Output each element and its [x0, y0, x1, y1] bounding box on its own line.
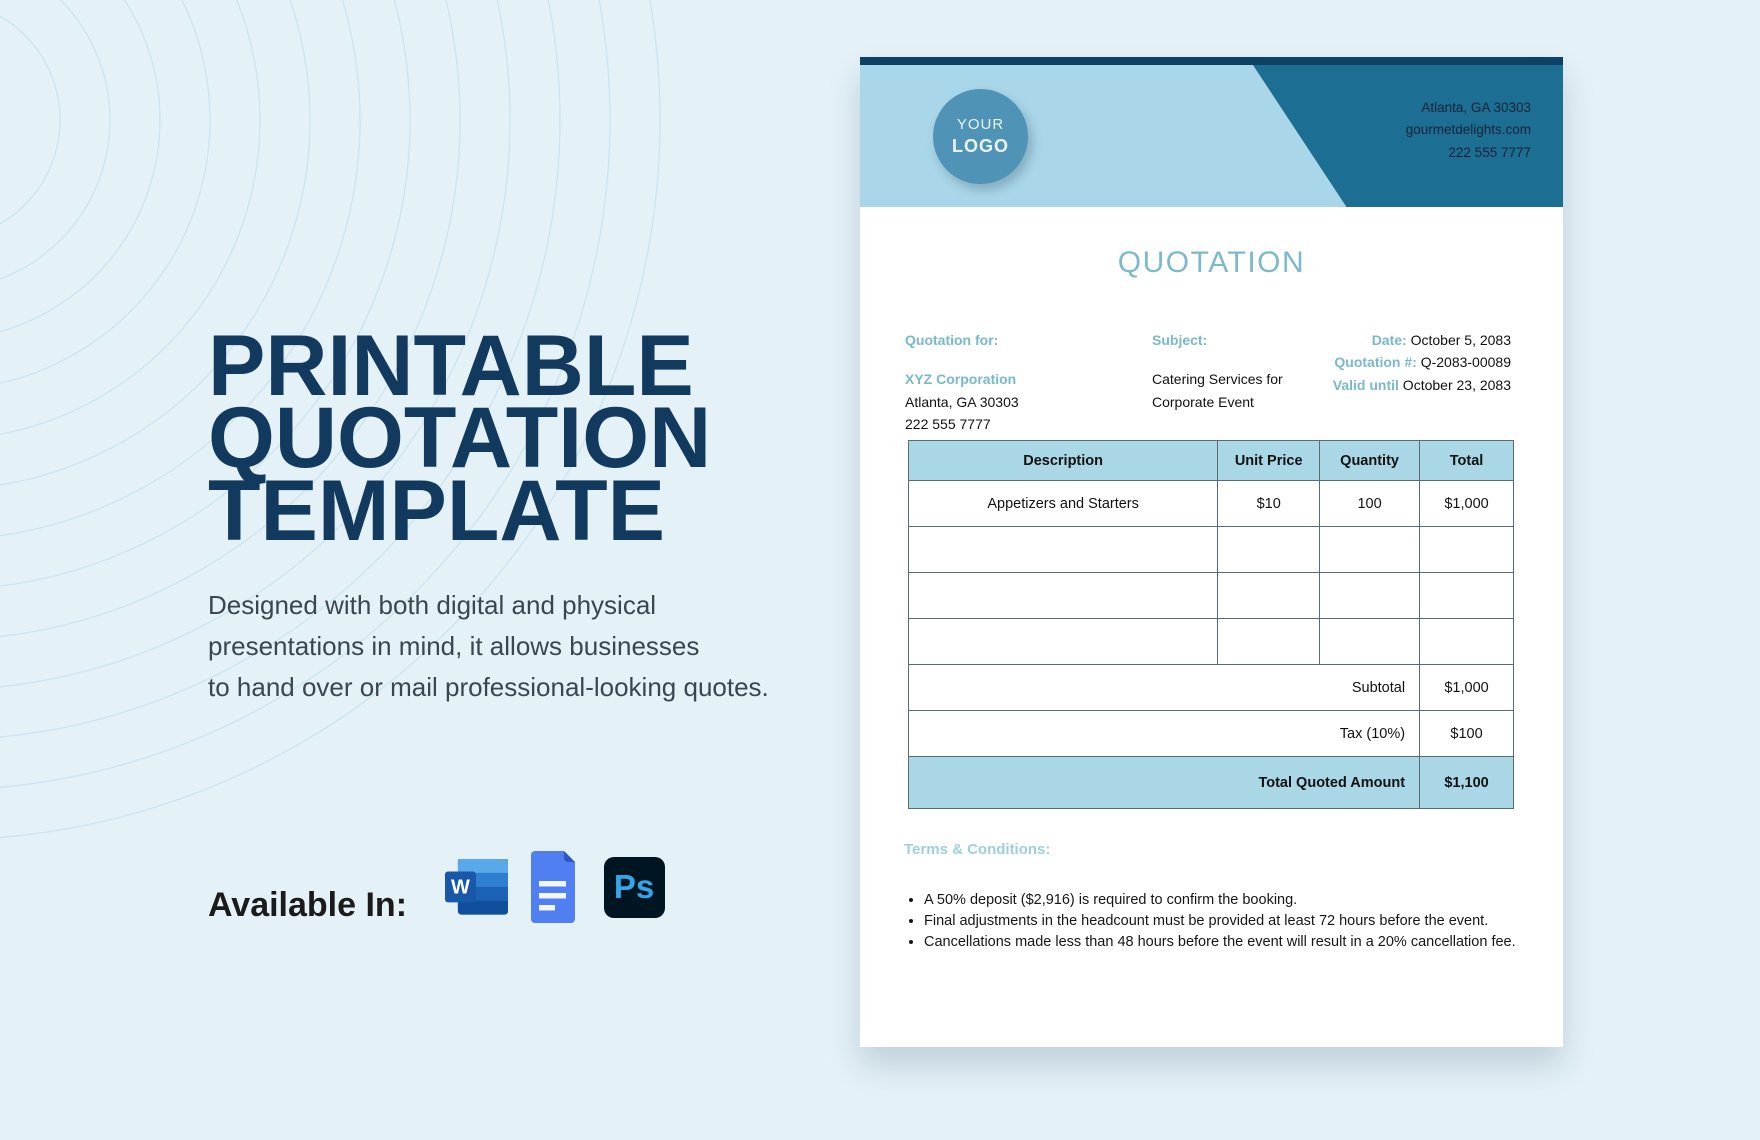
svg-text:W: W — [451, 877, 470, 899]
svg-text:Ps: Ps — [614, 868, 654, 905]
